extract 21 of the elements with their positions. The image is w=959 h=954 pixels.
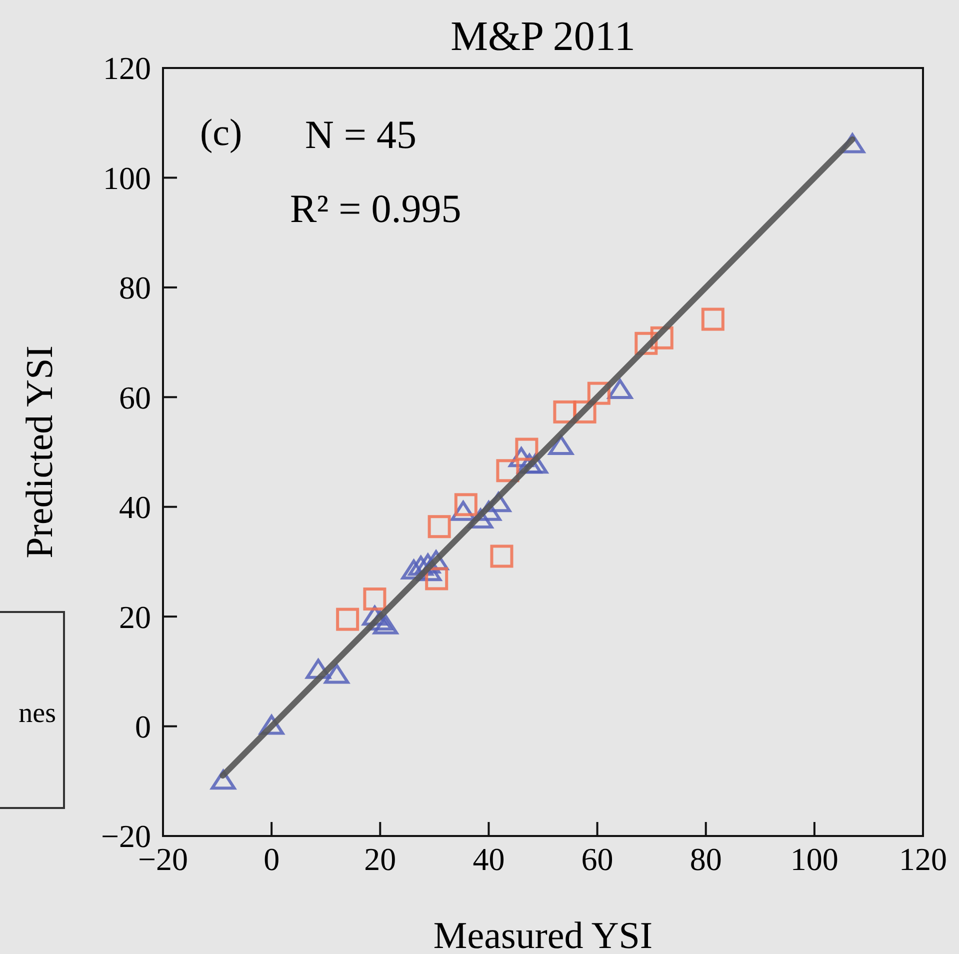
y-tick-label: 80 [119, 270, 151, 306]
annotation: R² = 0.995 [290, 186, 462, 231]
y-tick-label: 0 [135, 708, 151, 744]
annotation: (c) [200, 112, 242, 154]
y-tick-label: 40 [119, 489, 151, 526]
x-tick-label: 40 [472, 841, 505, 877]
x-tick-label: 20 [364, 841, 396, 877]
x-tick-label: 120 [899, 841, 947, 877]
annotation: N = 45 [305, 112, 416, 157]
text: nes [18, 698, 56, 729]
y-tick-label: 120 [103, 50, 151, 86]
y-tick-label: 100 [103, 160, 151, 196]
x-axis-title: Measured YSI [433, 915, 653, 954]
x-tick-label: 100 [790, 841, 838, 877]
y-tick-label: 20 [119, 598, 151, 635]
chart-title: M&P 2011 [450, 14, 636, 60]
x-tick-label: 80 [690, 841, 722, 877]
x-tick-label: 60 [581, 841, 614, 877]
y-tick-label: 60 [119, 379, 151, 416]
y-axis-title: Predicted YSI [19, 346, 61, 558]
x-tick-label: 0 [264, 841, 280, 877]
